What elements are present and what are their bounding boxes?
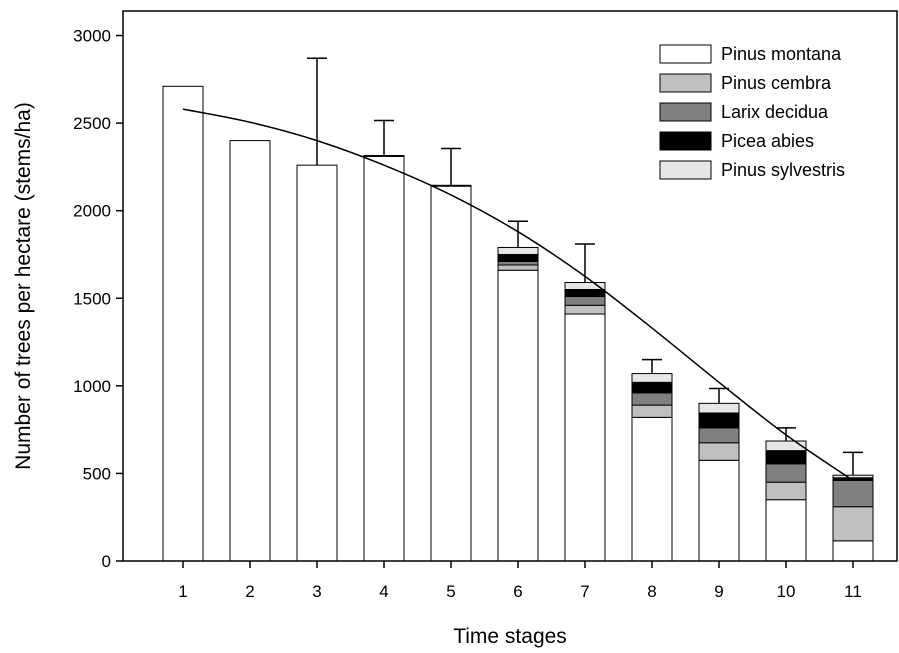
x-axis-title: Time stages: [453, 625, 567, 648]
bar-segment-pinus-montana-1: [162, 85, 204, 562]
bar-segment-picea-abies-10: [765, 450, 807, 465]
bar-segment-pinus-cembra-7: [564, 304, 606, 315]
y-tick-label-0: 0: [102, 552, 111, 571]
bar-segment-picea-abies-9: [698, 412, 740, 429]
legend: Pinus montana Pinus cembra Larix decidua Pi…: [659, 44, 845, 180]
trend-line: [182, 108, 854, 482]
legend-label-pinus-sylvestris: Pinus sylvestris: [721, 160, 845, 180]
bar-segment-pinus-montana-5: [430, 185, 472, 562]
bar-segment-pinus-cembra-6: [497, 264, 539, 271]
bar-segment-pinus-montana-2: [229, 140, 271, 562]
bar-segment-pinus-cembra-8: [631, 404, 673, 418]
y-axis: 0 500 1000 1500 2000 2500 3000: [73, 27, 123, 571]
error-bar-6: [508, 220, 528, 248]
bar-segment-pinus-montana-7: [564, 313, 606, 562]
y-tick-label-2000: 2000: [73, 202, 111, 221]
legend-swatch-pinus-montana: [659, 44, 712, 64]
bar-segment-larix-decidua-6: [497, 260, 539, 266]
x-tick-label-10: 10: [777, 582, 796, 601]
bar-segment-pinus-montana-4: [363, 155, 405, 562]
legend-swatch-pinus-cembra: [659, 73, 712, 93]
bar-segment-picea-abies-5: [430, 184, 472, 187]
bar-segment-pinus-sylvestris-10: [765, 440, 807, 452]
error-bar-3: [307, 57, 327, 166]
legend-label-larix-decidua: Larix decidua: [721, 102, 829, 122]
bar-segment-pinus-montana-6: [497, 269, 539, 562]
bar-segment-larix-decidua-8: [631, 392, 673, 406]
y-tick-label-1000: 1000: [73, 377, 111, 396]
bar-segment-larix-decidua-9: [698, 427, 740, 444]
legend-swatch-picea-abies: [659, 131, 712, 151]
plot-frame: [122, 10, 898, 562]
x-tick-label-4: 4: [379, 582, 388, 601]
error-bar-11: [843, 451, 863, 476]
y-tick-label-1500: 1500: [73, 289, 111, 308]
x-tick-label-8: 8: [647, 582, 656, 601]
bar-segment-pinus-montana-10: [765, 499, 807, 562]
bar-segment-picea-abies-6: [497, 253, 539, 262]
bar-segment-pinus-montana-3: [296, 164, 338, 562]
bar-segment-pinus-cembra-9: [698, 442, 740, 461]
error-bar-8: [642, 358, 662, 374]
error-bar-4: [374, 119, 394, 156]
legend-label-picea-abies: Picea abies: [721, 131, 814, 151]
bar-segment-pinus-sylvestris-6: [497, 246, 539, 255]
legend-swatch-larix-decidua: [659, 102, 712, 122]
bar-segment-larix-decidua-10: [765, 463, 807, 483]
bar-segment-pinus-sylvestris-9: [698, 402, 740, 414]
bar-segment-larix-decidua-11: [832, 479, 874, 508]
bar-segment-larix-decidua-7: [564, 296, 606, 306]
x-tick-label-7: 7: [580, 582, 589, 601]
y-tick-label-2500: 2500: [73, 114, 111, 133]
y-tick-label-3000: 3000: [73, 27, 111, 46]
x-axis: 1 2 3 4 5 6 7 8 9 10 11: [178, 561, 862, 601]
bar-segment-pinus-cembra-10: [765, 481, 807, 501]
bar-segment-pinus-montana-8: [631, 416, 673, 562]
x-tick-label-1: 1: [178, 582, 187, 601]
error-bar-9: [709, 387, 729, 404]
bar-segment-pinus-montana-11: [832, 540, 874, 562]
bars-layer: [162, 85, 874, 562]
error-bars-layer: [307, 57, 863, 476]
x-tick-label-5: 5: [446, 582, 455, 601]
bar-segment-picea-abies-4: [363, 155, 405, 157]
y-tick-label-500: 500: [83, 464, 111, 483]
x-tick-label-9: 9: [714, 582, 723, 601]
legend-swatch-pinus-sylvestris: [659, 160, 712, 180]
legend-label-pinus-montana: Pinus montana: [721, 44, 842, 64]
bar-segment-picea-abies-8: [631, 381, 673, 394]
legend-label-pinus-cembra: Pinus cembra: [721, 73, 832, 93]
x-tick-label-2: 2: [245, 582, 254, 601]
x-tick-label-3: 3: [312, 582, 321, 601]
bar-segment-pinus-sylvestris-8: [631, 373, 673, 383]
x-tick-label-11: 11: [844, 582, 862, 601]
x-tick-label-6: 6: [513, 582, 522, 601]
bar-segment-pinus-montana-9: [698, 459, 740, 562]
bar-segment-picea-abies-7: [564, 289, 606, 298]
error-bar-5: [441, 147, 461, 186]
y-axis-title: Number of trees per hectare (stems/ha): [12, 102, 35, 470]
bar-segment-pinus-cembra-11: [832, 506, 874, 542]
bar-segment-pinus-sylvestris-11: [832, 474, 874, 479]
